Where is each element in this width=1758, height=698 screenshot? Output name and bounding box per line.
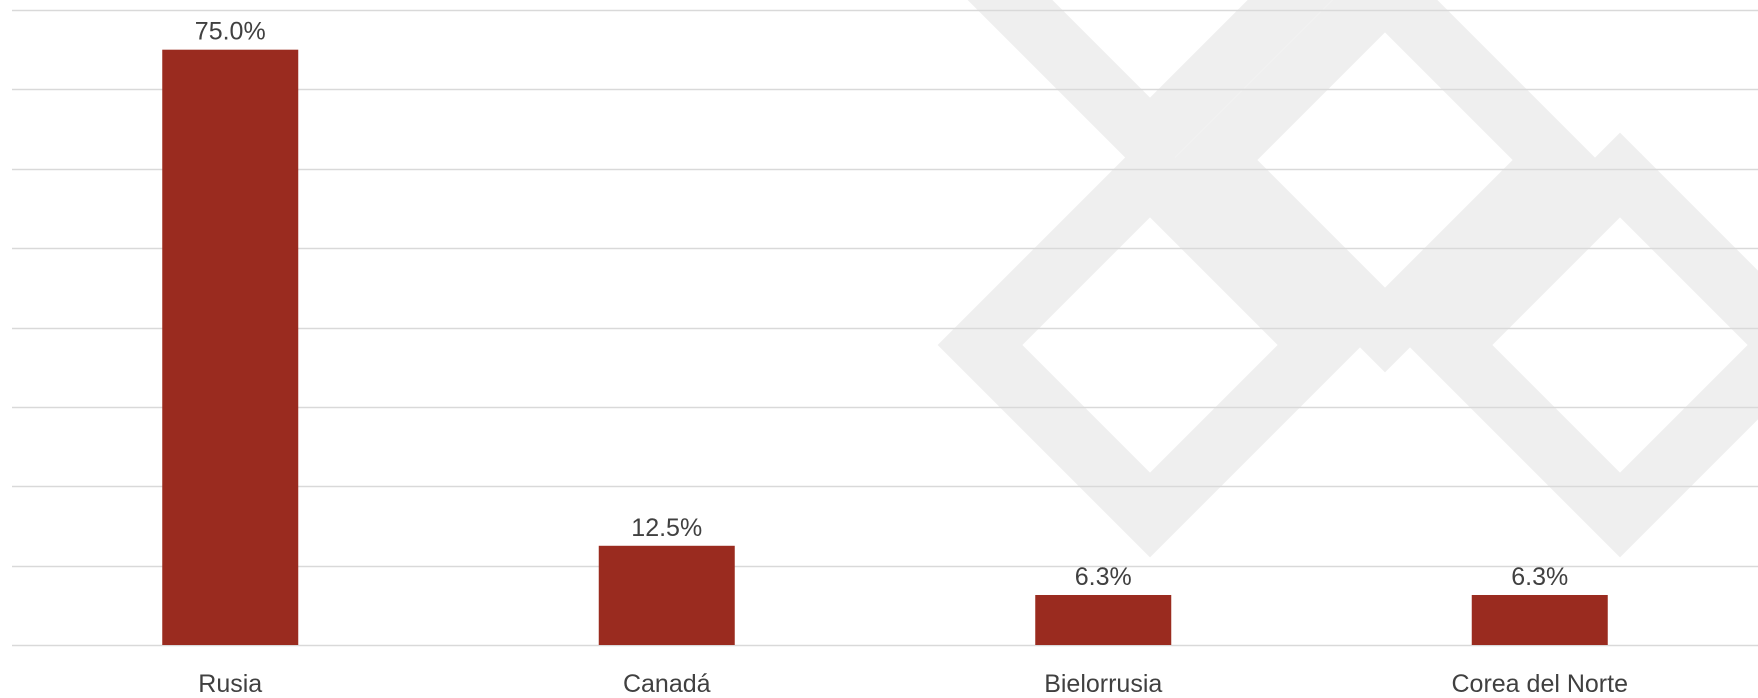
bar-bielorrusia — [1035, 594, 1172, 645]
data-label-canada: 12.5% — [631, 514, 702, 542]
category-label-rusia: Rusia — [198, 670, 262, 698]
data-labels: 75.0% 12.5% 6.3% 6.3% — [195, 18, 1568, 591]
watermark-logo — [937, 0, 1758, 558]
data-label-corea-del-norte: 6.3% — [1511, 563, 1568, 591]
bar-rusia — [162, 49, 299, 645]
data-label-rusia: 75.0% — [195, 18, 266, 46]
watermark-diamond-3 — [1407, 132, 1758, 558]
bars — [162, 49, 1608, 645]
bar-corea-del-norte — [1471, 594, 1608, 645]
category-labels: Rusia Canadá Bielorrusia Corea del Norte — [198, 670, 1628, 698]
watermark-diamond-2 — [1172, 0, 1598, 373]
category-label-corea-del-norte: Corea del Norte — [1452, 670, 1628, 698]
gridlines — [12, 9, 1758, 647]
category-label-canada: Canadá — [623, 670, 711, 698]
data-label-bielorrusia: 6.3% — [1075, 563, 1132, 591]
bar-canada — [598, 545, 735, 645]
category-label-bielorrusia: Bielorrusia — [1044, 670, 1162, 698]
watermark-diamond-1 — [937, 132, 1363, 558]
watermark-diamond-4 — [967, 0, 1333, 183]
